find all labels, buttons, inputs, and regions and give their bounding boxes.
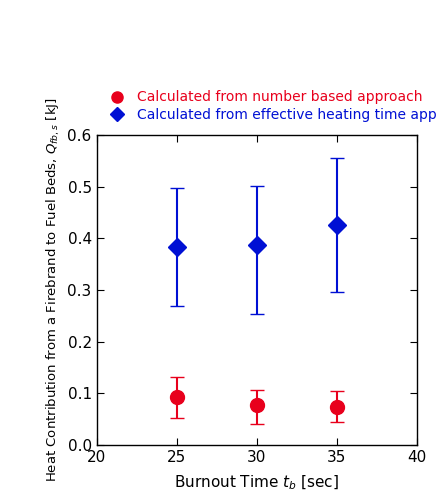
Legend: Calculated from number based approach, Calculated from effective heating time ap: Calculated from number based approach, C… [103, 90, 438, 122]
X-axis label: Burnout Time $t_b$ [sec]: Burnout Time $t_b$ [sec] [174, 473, 339, 492]
Y-axis label: Heat Contribution from a Firebrand to Fuel Beds, $Q_{fb,s}$ [kJ]: Heat Contribution from a Firebrand to Fu… [45, 98, 62, 482]
